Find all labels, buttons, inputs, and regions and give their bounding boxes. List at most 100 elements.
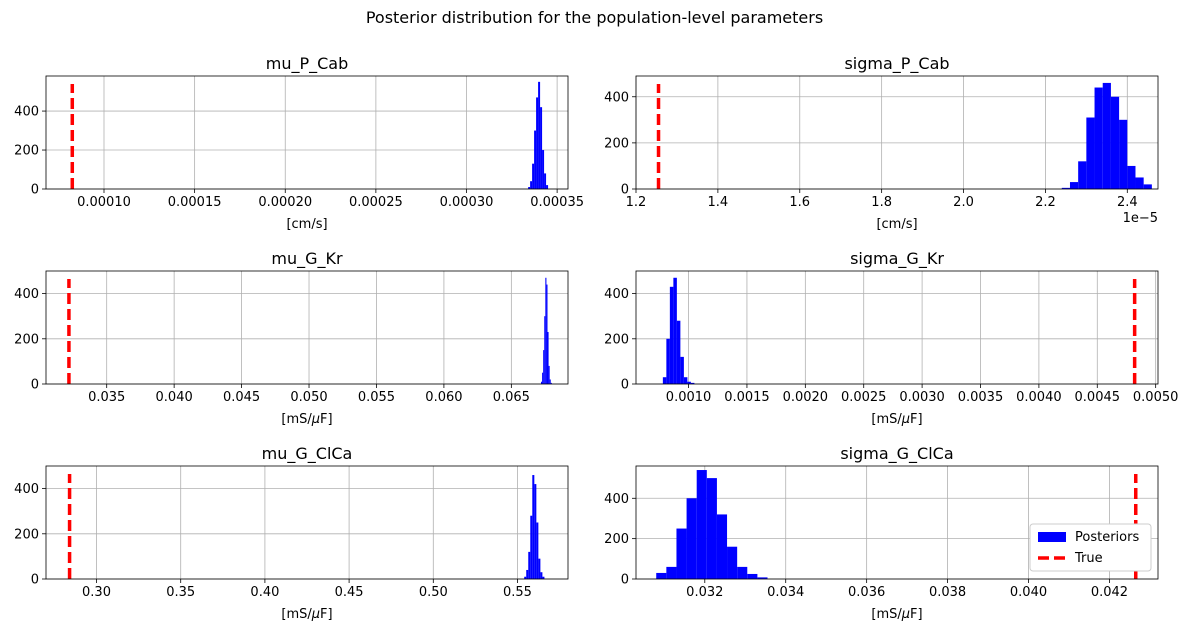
x-tick-label: 2.2 (1035, 195, 1056, 210)
x-tick-label: 0.00010 (77, 195, 131, 210)
y-tick-label: 200 (14, 332, 39, 347)
x-axis-label: [mS/μF] (281, 607, 332, 622)
histogram-bar (542, 576, 545, 579)
x-tick-label: 0.0010 (666, 390, 712, 405)
histogram-bar (549, 379, 551, 384)
x-axis-label: [mS/μF] (871, 412, 922, 427)
y-tick-label: 0 (621, 183, 629, 198)
histogram-bar (544, 316, 546, 384)
histogram-bar (538, 81, 541, 189)
x-tick-label: 0.0015 (724, 390, 770, 405)
histogram-bar (546, 185, 549, 189)
y-tick-label: 200 (604, 332, 629, 347)
x-axis-label: [cm/s] (286, 217, 327, 232)
histogram-bar (1127, 165, 1136, 189)
x-tick-label: 2.4 (1117, 195, 1138, 210)
histogram-bar (716, 514, 728, 579)
histogram-bar (662, 377, 667, 384)
axis-offset-text: 1e−5 (1123, 211, 1158, 226)
y-tick-label: 200 (14, 527, 39, 542)
y-tick-label: 0 (31, 573, 39, 588)
x-tick-label: 0.0035 (958, 390, 1004, 405)
histogram-bar (656, 572, 667, 579)
histogram-bar (1061, 187, 1070, 189)
histogram-bar (683, 377, 688, 384)
histogram-bar (548, 365, 550, 384)
x-tick-label: 0.032 (686, 585, 723, 600)
y-tick-label: 200 (14, 144, 39, 159)
histogram-bar (547, 332, 549, 384)
x-tick-label: 0.40 (250, 585, 279, 600)
subplot-title: sigma_P_Cab (844, 54, 949, 74)
histogram-bar (1110, 96, 1120, 189)
histogram-bar (532, 475, 535, 579)
x-tick-label: 0.040 (156, 390, 193, 405)
subplot-mu_G_Kr: 0.035 0.040 0.045 0.050 0.055 0.060 0.065 0 200 4… (14, 249, 569, 427)
x-tick-label: 1.2 (626, 195, 647, 210)
histogram-bar (542, 150, 545, 189)
histogram-bar (550, 382, 552, 384)
y-tick-label: 400 (604, 90, 629, 105)
x-tick-label: 0.042 (1091, 585, 1128, 600)
histogram-bar (532, 163, 535, 189)
x-tick-label: 0.50 (419, 585, 448, 600)
x-tick-label: 0.060 (425, 390, 462, 405)
subplot-title: sigma_G_ClCa (840, 444, 953, 464)
x-tick-label: 0.065 (493, 390, 530, 405)
histogram-bar (1094, 87, 1103, 189)
y-tick-label: 400 (604, 287, 629, 302)
x-tick-label: 0.036 (848, 585, 885, 600)
x-tick-label: 0.0025 (841, 390, 887, 405)
histogram-bar (1102, 82, 1111, 189)
histogram-bar (528, 551, 531, 579)
histogram-bar (528, 187, 531, 189)
histogram-bar (526, 569, 529, 579)
x-tick-label: 0.00025 (349, 195, 403, 210)
histogram-bar (1069, 182, 1079, 189)
x-tick-label: 0.55 (503, 585, 532, 600)
x-tick-label: 0.00015 (168, 195, 222, 210)
axes-frame (635, 75, 1159, 190)
x-tick-label: 0.045 (223, 390, 260, 405)
histogram-bar (737, 566, 748, 579)
y-tick-label: 400 (604, 492, 629, 507)
histogram-bar (676, 320, 681, 384)
x-tick-label: 0.35 (166, 585, 195, 600)
y-tick-label: 0 (31, 378, 39, 393)
histogram-bar (538, 558, 541, 579)
y-tick-label: 0 (621, 378, 629, 393)
histogram-bar (530, 515, 533, 579)
x-tick-label: 0.035 (88, 390, 125, 405)
axes-frame (45, 465, 569, 580)
x-tick-label: 1.6 (789, 195, 810, 210)
histogram-bar (1086, 117, 1095, 189)
x-tick-label: 0.0045 (1075, 390, 1121, 405)
x-tick-label: 0.050 (290, 390, 327, 405)
y-tick-label: 200 (604, 532, 629, 547)
histogram-bar (686, 498, 697, 579)
figure-suptitle: Posterior distribution for the populatio… (365, 8, 824, 27)
x-tick-label: 0.0030 (899, 390, 945, 405)
x-axis-label: [cm/s] (876, 217, 917, 232)
y-tick-label: 400 (14, 287, 39, 302)
axes-frame (635, 270, 1159, 385)
histogram-bar (542, 372, 544, 384)
histogram-bar (534, 130, 537, 189)
histogram-bar (540, 107, 543, 189)
histogram-bar (1078, 161, 1087, 189)
histogram-bar (1119, 119, 1128, 189)
x-axis-label: [mS/μF] (871, 607, 922, 622)
histogram-bar (673, 277, 677, 384)
axes-frame (45, 270, 569, 385)
subplot-title: mu_P_Cab (266, 54, 349, 74)
histogram-bar (680, 356, 684, 384)
legend-true-label: True (1074, 551, 1103, 566)
histogram-bar (666, 566, 677, 579)
x-tick-label: 1.8 (871, 195, 892, 210)
histogram-bar (534, 484, 537, 579)
subplot-title: mu_G_Kr (271, 249, 343, 269)
legend: Posteriors True (1029, 523, 1152, 572)
subplot-sigma_G_Kr: 0.0010 0.0015 0.0020 0.0025 0.0030 0.0035 0.00… (604, 249, 1178, 427)
histogram-bar (706, 478, 717, 579)
